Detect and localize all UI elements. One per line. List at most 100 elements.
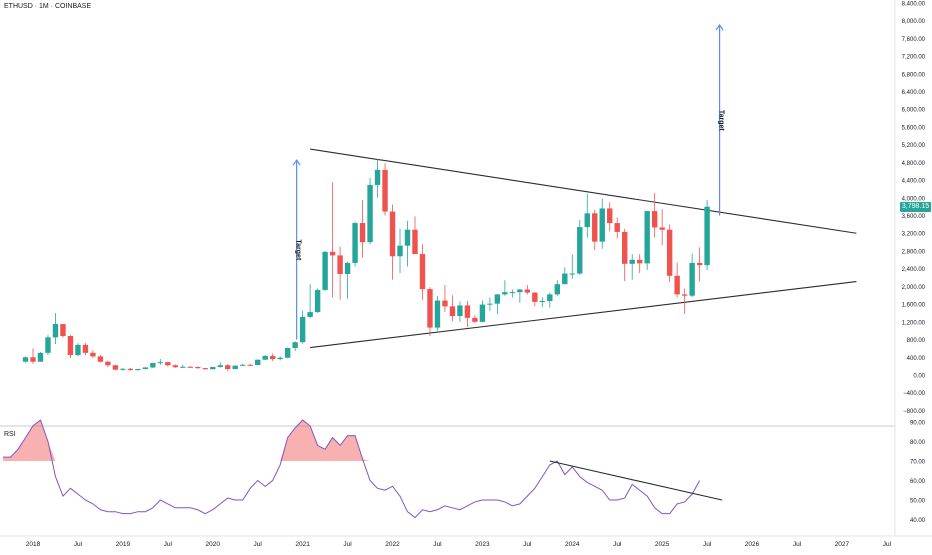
candle-body	[210, 367, 216, 370]
symbol-title: ETHUSD · 1M · COINBASE	[4, 3, 92, 10]
price-tick-label: 7,600.00	[902, 37, 926, 43]
time-tick-label: Jul	[793, 541, 802, 548]
candle-body	[689, 262, 695, 296]
price-tick-label: 1,200.00	[902, 320, 926, 326]
rsi-tick-label: 40.00	[910, 518, 926, 524]
time-tick-label: 2022	[385, 541, 400, 548]
price-tick-label: 800.00	[907, 338, 926, 344]
candle-body	[659, 227, 665, 230]
price-tick-label: 4,000.00	[902, 196, 926, 202]
target-right-arrowhead	[715, 23, 724, 31]
candle-body	[202, 368, 208, 370]
price-tick-label: 1,600.00	[902, 303, 926, 309]
candle-body	[382, 169, 388, 212]
axes: 8,400.00 8,000.00 7,600.00 7,200.00 6,800.00…	[26, 1, 926, 548]
rsi-overbought-fill	[3, 420, 56, 461]
rsi-tick-label: 80.00	[910, 440, 926, 446]
candle-body	[674, 275, 680, 295]
rsi-line	[3, 419, 701, 519]
time-tick-label: 2023	[475, 541, 490, 548]
time-tick-label: Jul	[343, 541, 352, 548]
candle-body	[105, 361, 111, 366]
time-tick-label: Jul	[613, 541, 622, 548]
candle-body	[150, 363, 156, 368]
candle-body	[651, 211, 658, 228]
candle-body	[457, 305, 463, 317]
candle-body	[255, 359, 261, 366]
time-tick-label: Jul	[433, 541, 442, 548]
price-tick-label: 3,200.00	[902, 232, 926, 238]
candle-body	[120, 368, 126, 370]
candle-body	[157, 362, 164, 364]
candle-body	[554, 284, 560, 295]
time-tick-label: Jul	[254, 541, 263, 548]
candle-body	[90, 352, 96, 357]
candle-body	[195, 367, 201, 369]
candle-body	[142, 367, 149, 370]
price-tick-label: 6,400.00	[902, 90, 926, 96]
candle-body	[135, 369, 141, 371]
time-tick-label: 2027	[835, 541, 850, 548]
candle-body	[494, 294, 501, 304]
candle-body	[247, 364, 253, 366]
price-tick-label: 4,400.00	[902, 179, 926, 185]
target-arrows: Target Target	[292, 23, 725, 340]
candle-body	[82, 344, 89, 353]
candle-body	[681, 294, 688, 296]
candle-body	[75, 344, 81, 356]
candle-body	[539, 301, 546, 303]
candle-body	[284, 347, 291, 358]
candle-body	[269, 355, 276, 360]
candle-body	[22, 357, 29, 362]
rsi-tick-label: 60.00	[910, 479, 926, 485]
candle-body	[67, 336, 74, 356]
candle-body	[592, 213, 598, 242]
candle-body	[337, 255, 343, 274]
candle-body	[299, 316, 306, 343]
candle-body	[172, 365, 179, 368]
candle-body	[307, 312, 313, 317]
candle-body	[487, 303, 493, 305]
time-tick-label: 2018	[26, 541, 41, 548]
time-tick-label: 2021	[295, 541, 310, 548]
rsi-tick-label: 90.00	[910, 421, 926, 427]
candle-body	[217, 365, 223, 368]
candle-body	[614, 223, 620, 232]
candle-body	[517, 289, 523, 293]
target-right-label: Target	[718, 110, 725, 132]
candle-body	[225, 365, 231, 370]
candle-body	[60, 324, 66, 337]
candle-body	[97, 356, 104, 362]
candle-body	[277, 357, 283, 360]
time-tick-label: 2019	[116, 541, 131, 548]
candle-body	[479, 304, 486, 322]
candle-body	[30, 357, 36, 362]
candle-body	[404, 229, 411, 246]
candle-body	[45, 337, 51, 353]
rsi-tick-label: 50.00	[910, 499, 926, 505]
candle-body	[187, 366, 193, 368]
price-tick-label: 3,600.00	[902, 214, 926, 220]
price-tick-label: −800.00	[903, 409, 926, 415]
time-tick-label: Jul	[164, 541, 173, 548]
candle-body	[292, 342, 298, 348]
target-left-label: Target	[295, 239, 302, 261]
price-tick-label: 5,600.00	[902, 125, 926, 131]
rsi-overbought-fill	[280, 420, 371, 461]
candle-body	[622, 231, 628, 264]
triangle-upper-line	[310, 148, 857, 234]
time-tick-label: Jul	[523, 541, 532, 548]
candle-body	[262, 355, 268, 360]
time-tick-label: 2025	[655, 541, 670, 548]
candle-body	[607, 208, 613, 224]
candle-body	[472, 317, 478, 322]
candle-body	[547, 294, 553, 302]
candle-body	[704, 206, 710, 266]
price-tick-label: 6,000.00	[902, 108, 926, 114]
candle-body	[52, 324, 59, 338]
candle-body	[389, 211, 396, 257]
candle-body	[240, 364, 246, 366]
candle-body	[629, 259, 635, 264]
candle-body	[636, 259, 643, 264]
